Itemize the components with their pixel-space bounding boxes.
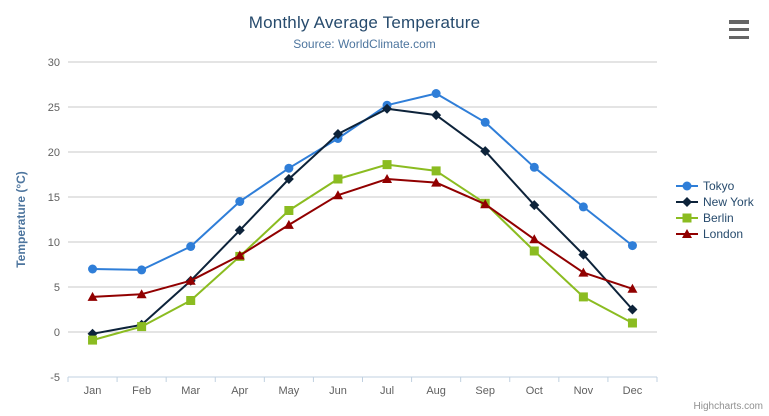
x-axis-tick-label: Jul [380,385,394,397]
y-axis-tick-label: 30 [48,57,60,69]
data-point-marker[interactable] [235,197,245,206]
x-axis-tick-label: Apr [231,385,248,397]
hamburger-icon [729,20,749,24]
data-point-marker[interactable] [186,296,196,305]
legend-symbol-diamond [676,197,698,207]
legend: Tokyo New York Berlin London [676,178,754,242]
y-axis-tick-label: -5 [50,372,60,384]
data-point-marker[interactable] [480,146,491,157]
legend-label: London [703,227,744,241]
data-point-marker[interactable] [627,304,638,315]
x-axis-tick-label: Aug [426,385,446,397]
hamburger-icon [729,35,749,39]
data-point-marker[interactable] [529,200,540,211]
data-point-marker[interactable] [136,289,147,299]
hamburger-icon [729,27,749,32]
y-axis-tick-label: 0 [54,327,60,339]
series-tokyo [88,89,637,275]
series-line[interactable] [92,92,634,271]
x-axis-tick-label: Feb [132,385,151,397]
data-point-marker[interactable] [529,246,539,256]
series-london [87,174,638,301]
data-point-marker[interactable] [578,267,589,277]
x-axis-tick-label: Jun [329,385,347,397]
data-point-marker[interactable] [529,162,539,172]
credits-link[interactable]: Highcharts.com [693,401,763,412]
x-axis-tick-label: Dec [623,385,643,397]
data-point-marker[interactable] [529,234,540,244]
series-line[interactable] [92,163,633,342]
data-point-marker[interactable] [431,177,442,187]
data-point-marker[interactable] [137,265,147,275]
data-point-marker[interactable] [382,103,393,114]
data-point-marker[interactable] [333,174,343,184]
legend-item-london[interactable]: London [676,226,754,242]
data-point-marker[interactable] [284,163,294,173]
data-point-marker[interactable] [578,202,588,212]
series-line[interactable] [92,178,633,298]
series-new-york [87,103,638,339]
x-axis-tick-label: Oct [526,385,543,397]
x-axis-tick-label: Jan [84,385,102,397]
data-point-marker[interactable] [284,206,294,215]
legend-label: Berlin [703,211,734,225]
chart-subtitle: Source: WorldClimate.com [293,37,436,51]
legend-symbol-triangle [676,229,698,238]
data-point-marker[interactable] [480,117,490,127]
data-point-marker[interactable] [87,291,98,301]
y-axis-tick-label: 15 [48,192,60,204]
data-point-marker[interactable] [627,241,637,251]
data-point-marker[interactable] [88,264,98,274]
legend-marker[interactable] [682,197,692,207]
data-point-marker[interactable] [185,275,196,285]
data-point-marker[interactable] [480,199,491,209]
data-point-marker[interactable] [332,129,343,139]
y-axis-tick-label: 25 [48,102,60,114]
data-point-marker[interactable] [283,219,294,229]
legend-marker[interactable] [682,213,692,223]
data-point-marker[interactable] [578,292,588,302]
data-point-marker[interactable] [234,250,245,260]
legend-label: Tokyo [703,179,735,193]
x-axis-tick-label: May [278,385,299,397]
y-axis-tick-label: 5 [54,282,60,294]
data-point-marker[interactable] [283,174,294,184]
export-menu-button[interactable] [729,20,751,39]
legend-symbol-circle [676,181,698,191]
x-axis-tick-label: Mar [181,385,200,397]
data-point-marker[interactable] [332,190,343,200]
series-line[interactable] [92,107,634,335]
legend-item-new-york[interactable]: New York [676,194,754,210]
data-point-marker[interactable] [578,249,589,260]
data-point-marker[interactable] [627,283,638,293]
y-axis-title: Temperature (°C) [14,171,28,268]
x-axis-tick-label: Sep [475,385,495,397]
x-axis-tick-label: Nov [574,385,594,397]
data-point-marker[interactable] [382,174,393,183]
y-axis-tick-label: 10 [48,237,60,249]
data-point-marker[interactable] [431,110,442,121]
data-point-marker[interactable] [88,335,98,345]
data-point-marker[interactable] [137,322,147,332]
data-point-marker[interactable] [234,225,245,236]
chart-title: Monthly Average Temperature [248,13,481,32]
data-point-marker[interactable] [431,89,441,98]
y-axis-tick-label: 20 [48,147,60,159]
data-point-marker[interactable] [186,242,196,251]
legend-item-tokyo[interactable]: Tokyo [676,178,754,194]
legend-item-berlin[interactable]: Berlin [676,210,754,226]
legend-label: New York [703,195,754,209]
data-point-marker[interactable] [431,166,441,176]
data-point-marker[interactable] [382,160,392,170]
legend-marker[interactable] [682,181,692,191]
legend-symbol-square [676,213,698,223]
legend-marker[interactable] [682,229,692,238]
data-point-marker[interactable] [627,318,637,328]
